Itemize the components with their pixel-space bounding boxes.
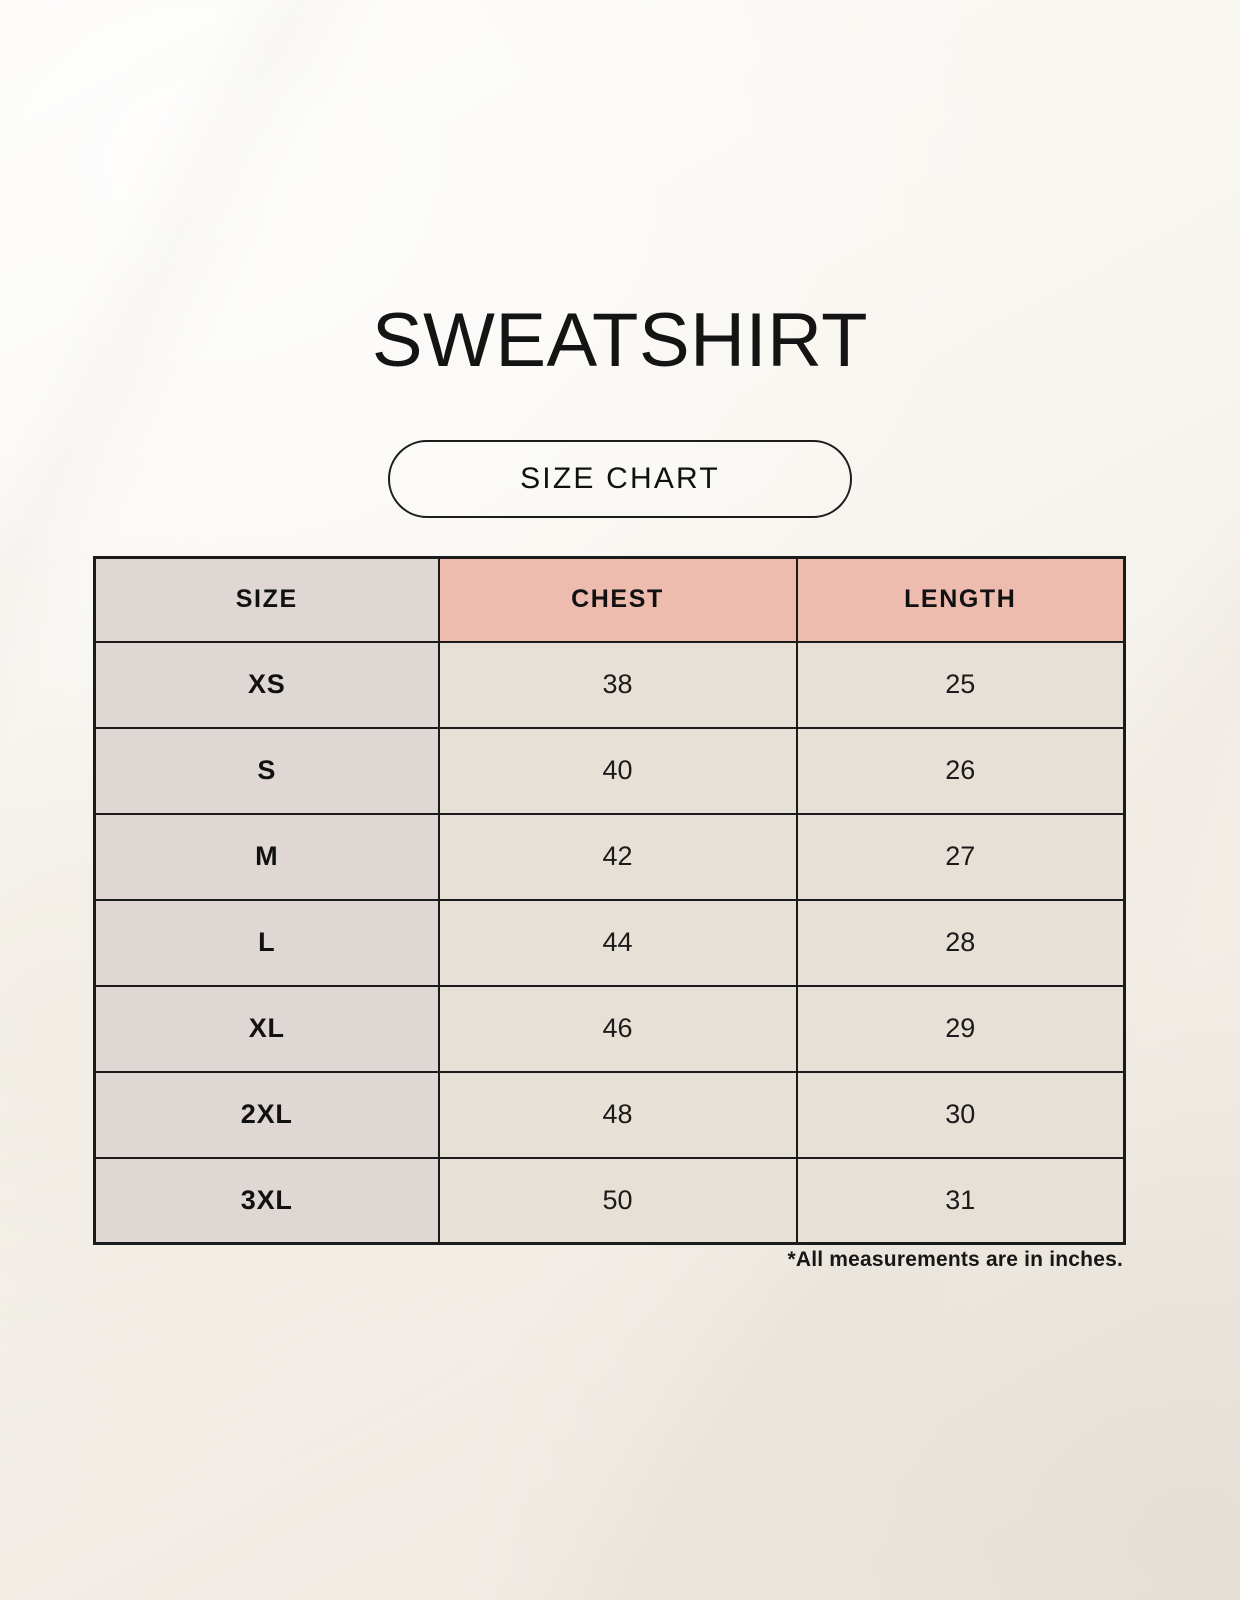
cell-size: 2XL <box>93 1070 440 1159</box>
table-row: M 42 27 <box>93 812 1126 901</box>
size-table-container: SIZE CHEST LENGTH XS 38 25 S 40 26 M 42 27 L 44 28 X… <box>93 556 1126 1245</box>
cell-chest: 48 <box>437 1070 798 1159</box>
page-title: SWEATSHIRT <box>371 298 869 383</box>
cell-size: M <box>93 812 440 901</box>
column-header-length: LENGTH <box>795 556 1126 643</box>
table-header-row: SIZE CHEST LENGTH <box>93 556 1126 643</box>
size-table-body: XS 38 25 S 40 26 M 42 27 L 44 28 XL 46 29 2XL 48 30 3XL 50 3… <box>93 640 1126 1245</box>
table-row: L 44 28 <box>93 898 1126 987</box>
cell-chest: 38 <box>437 640 798 729</box>
cell-chest: 44 <box>437 898 798 987</box>
cell-chest: 46 <box>437 984 798 1073</box>
cell-length: 31 <box>795 1156 1126 1245</box>
size-table-head: SIZE CHEST LENGTH <box>93 556 1126 643</box>
cell-chest: 42 <box>437 812 798 901</box>
table-row: 2XL 48 30 <box>93 1070 1126 1159</box>
column-header-size: SIZE <box>93 556 440 643</box>
cell-length: 29 <box>795 984 1126 1073</box>
cell-length: 26 <box>795 726 1126 815</box>
table-row: 3XL 50 31 <box>93 1156 1126 1245</box>
cell-length: 28 <box>795 898 1126 987</box>
cell-length: 30 <box>795 1070 1126 1159</box>
cell-size: XS <box>93 640 440 729</box>
column-header-chest: CHEST <box>437 556 798 643</box>
cell-size: S <box>93 726 440 815</box>
table-row: XL 46 29 <box>93 984 1126 1073</box>
cell-chest: 50 <box>437 1156 798 1245</box>
measurement-footnote: *All measurements are in inches. <box>787 1248 1123 1271</box>
cell-length: 25 <box>795 640 1126 729</box>
table-row: S 40 26 <box>93 726 1126 815</box>
size-chart-badge-label: SIZE CHART <box>520 462 720 495</box>
cell-size: L <box>93 898 440 987</box>
size-table: SIZE CHEST LENGTH XS 38 25 S 40 26 M 42 27 L 44 28 X… <box>93 556 1126 1245</box>
cell-chest: 40 <box>437 726 798 815</box>
size-chart-badge: SIZE CHART <box>388 440 852 518</box>
table-row: XS 38 25 <box>93 640 1126 729</box>
cell-size: 3XL <box>93 1156 440 1245</box>
cell-length: 27 <box>795 812 1126 901</box>
cell-size: XL <box>93 984 440 1073</box>
